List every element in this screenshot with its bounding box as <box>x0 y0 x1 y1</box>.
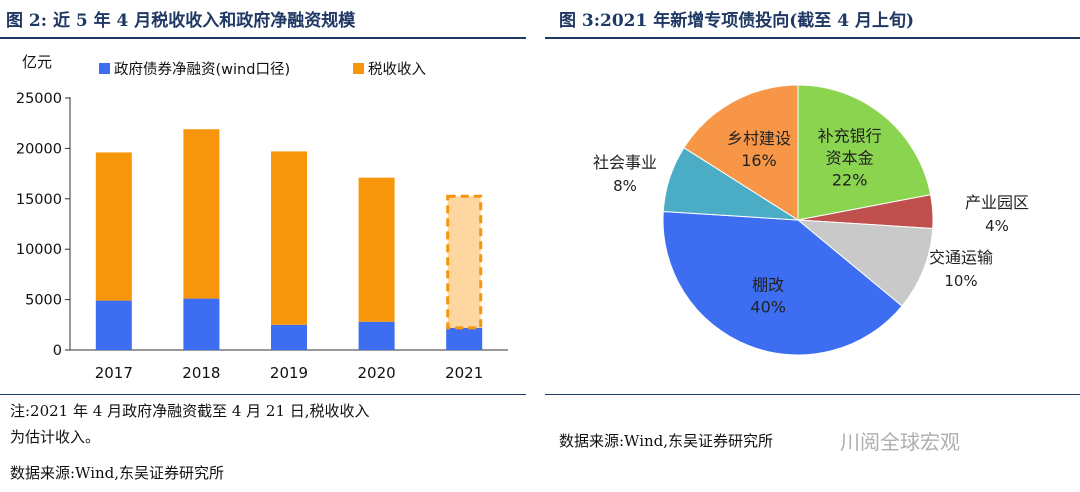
y-tick-label: 10000 <box>16 242 62 258</box>
legend-label-tax-revenue: 税收收入 <box>368 61 426 78</box>
bar-tax-revenue-2017 <box>95 152 132 301</box>
y-tick-label: 20000 <box>16 141 62 157</box>
y-tick-label: 15000 <box>16 192 62 208</box>
pie-category-label: 补充银行 <box>818 127 882 146</box>
bar-net-financing-2017 <box>95 300 132 350</box>
legend-swatch-net-financing <box>99 63 110 74</box>
bar-net-financing-2018 <box>183 298 220 350</box>
stacked-bar-chart: 亿元 政府债券净融资(wind口径) 税收收入 0 5000 10000 15000 2000… <box>16 53 508 382</box>
pie-category-label: 资本金 <box>826 149 874 168</box>
pie-pct-label: 8% <box>613 177 637 195</box>
pie-category-label: 棚改 <box>752 275 784 294</box>
pie-category-label: 社会事业 <box>593 153 657 172</box>
pie-slice-6 <box>683 84 799 221</box>
x-tick-label: 2020 <box>358 364 396 382</box>
pie-pct-label: 10% <box>944 272 977 290</box>
y-tick-label: 0 <box>53 343 62 359</box>
pie-slice-1 <box>797 84 932 221</box>
bar-net-financing-2021 <box>446 327 483 350</box>
left-note-line1: 注:2021 年 4 月政府净融资截至 4 月 21 日,税收收入 <box>10 402 370 420</box>
x-tick-label: 2021 <box>445 364 483 382</box>
x-tick-label: 2018 <box>182 364 220 382</box>
watermark-text: 川阅全球宏观 <box>840 430 960 454</box>
right-title-rule <box>545 37 1080 39</box>
bar-tax-revenue-2020 <box>358 177 395 322</box>
left-note-line2: 为估计收入。 <box>10 428 101 446</box>
bar-net-financing-2020 <box>358 321 395 350</box>
left-bottom-rule <box>0 394 526 395</box>
pie-pct-label: 40% <box>750 297 786 316</box>
pie-pct-label: 16% <box>741 151 777 170</box>
right-bottom-rule <box>545 394 1080 395</box>
legend-label-net-financing: 政府债券净融资(wind口径) <box>114 61 290 78</box>
left-panel-title: 图 2: 近 5 年 4 月税收收入和政府净融资规模 <box>6 11 356 31</box>
bar-net-financing-2019 <box>271 324 307 350</box>
pie-pct-label: 4% <box>985 217 1009 235</box>
pie-pct-label: 22% <box>832 171 868 190</box>
left-title-rule <box>0 37 526 39</box>
x-tick-label: 2019 <box>270 364 308 382</box>
bar-tax-revenue-2019 <box>271 151 307 325</box>
bar-tax-revenue-2018 <box>183 129 220 299</box>
pie-category-label: 乡村建设 <box>727 129 791 148</box>
pie-slice-3 <box>796 219 934 307</box>
right-panel-title: 图 3:2021 年新增专项债投向(截至 4 月上旬) <box>559 11 915 31</box>
left-source: 数据来源:Wind,东吴证券研究所 <box>10 464 225 482</box>
right-source: 数据来源:Wind,东吴证券研究所 <box>559 432 774 450</box>
y-axis-unit-label: 亿元 <box>22 53 52 71</box>
x-tick-label: 2017 <box>95 364 133 382</box>
bar-tax-revenue-2021 <box>446 194 483 330</box>
y-tick-label: 5000 <box>25 293 62 309</box>
pie-category-label: 产业园区 <box>965 193 1029 212</box>
y-tick-label: 25000 <box>16 91 62 107</box>
pie-category-label: 交通运输 <box>929 248 993 267</box>
pie-slice-4 <box>662 210 903 356</box>
legend-swatch-tax-revenue <box>353 63 364 74</box>
